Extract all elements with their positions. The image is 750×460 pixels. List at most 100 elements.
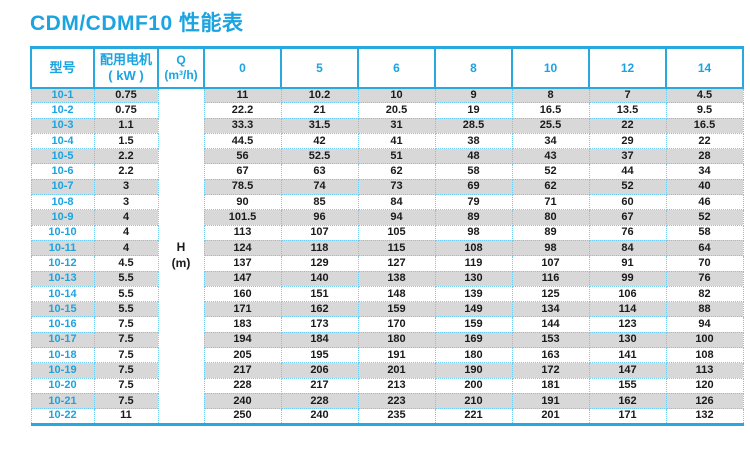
col-header-flow-5: 5 bbox=[280, 47, 359, 89]
motor-kw-cell: 1.1 bbox=[93, 117, 159, 134]
head-value-cell: 46 bbox=[665, 194, 744, 211]
motor-kw-cell: 7.5 bbox=[93, 347, 159, 364]
head-value-cell: 28 bbox=[665, 148, 744, 165]
head-value-cell: 228 bbox=[203, 377, 282, 394]
table-row: 10-6 2.2 67 63 62 58 52 44 34 bbox=[30, 163, 744, 180]
head-value-cell: 42 bbox=[280, 132, 359, 150]
head-value-cell: 159 bbox=[434, 316, 513, 333]
head-value-cell: 34 bbox=[511, 132, 590, 150]
table-row: 10-15 5.5 171 162 159 149 134 114 88 bbox=[30, 301, 744, 318]
model-cell: 10-2 bbox=[30, 102, 95, 119]
flow-label-line2: (m³/h) bbox=[164, 67, 198, 82]
head-value-cell: 79 bbox=[434, 194, 513, 211]
head-value-cell: 37 bbox=[588, 148, 667, 165]
head-value-cell: 191 bbox=[357, 347, 436, 364]
head-value-cell: 89 bbox=[511, 224, 590, 241]
head-value-cell: 82 bbox=[665, 285, 744, 303]
head-value-cell: 52 bbox=[511, 163, 590, 180]
head-value-cell: 147 bbox=[203, 270, 282, 287]
head-value-cell: 184 bbox=[280, 331, 359, 349]
table-row: 10-22 11 250 240 235 221 201 171 132 bbox=[30, 408, 744, 425]
head-value-cell: 8 bbox=[511, 86, 590, 104]
head-value-cell: 94 bbox=[665, 316, 744, 333]
col-header-motor: 配用电机 ( kW ) bbox=[93, 47, 159, 89]
head-value-cell: 108 bbox=[434, 239, 513, 257]
head-value-cell: 140 bbox=[280, 270, 359, 287]
head-value-cell: 210 bbox=[434, 392, 513, 410]
head-value-cell: 107 bbox=[280, 224, 359, 241]
head-value-cell: 172 bbox=[511, 362, 590, 379]
head-value-cell: 200 bbox=[434, 377, 513, 394]
head-value-cell: 130 bbox=[588, 331, 667, 349]
table-body: 10-1 0.75 H (m) 11 10.2 10 9 8 7 4.5 10-2 0.75 22.2 21… bbox=[30, 86, 744, 425]
col-header-flow-6: 6 bbox=[357, 47, 436, 89]
head-value-cell: 88 bbox=[665, 301, 744, 318]
motor-kw-cell: 7.5 bbox=[93, 362, 159, 379]
motor-kw-cell: 5.5 bbox=[93, 301, 159, 318]
head-value-cell: 124 bbox=[203, 239, 282, 257]
head-value-cell: 149 bbox=[434, 301, 513, 318]
head-value-cell: 89 bbox=[434, 209, 513, 226]
head-value-cell: 183 bbox=[203, 316, 282, 333]
col-header-flow-10: 10 bbox=[511, 47, 590, 89]
col-header-model: 型号 bbox=[30, 47, 95, 89]
head-value-cell: 11 bbox=[203, 86, 282, 104]
motor-kw-cell: 0.75 bbox=[93, 86, 159, 104]
head-value-cell: 173 bbox=[280, 316, 359, 333]
flow-label-line1: Q bbox=[176, 53, 186, 68]
head-value-cell: 78.5 bbox=[203, 178, 282, 196]
head-value-cell: 73 bbox=[357, 178, 436, 196]
head-value-cell: 141 bbox=[588, 347, 667, 364]
motor-kw-cell: 4 bbox=[93, 239, 159, 257]
head-value-cell: 132 bbox=[665, 408, 744, 425]
model-cell: 10-12 bbox=[30, 255, 95, 272]
head-value-cell: 126 bbox=[665, 392, 744, 410]
head-value-cell: 38 bbox=[434, 132, 513, 150]
head-value-cell: 163 bbox=[511, 347, 590, 364]
head-value-cell: 217 bbox=[280, 377, 359, 394]
head-unit-cell: H (m) bbox=[157, 87, 205, 425]
motor-kw-cell: 1.5 bbox=[93, 132, 159, 150]
model-cell: 10-14 bbox=[30, 285, 95, 303]
head-value-cell: 67 bbox=[588, 209, 667, 226]
head-value-cell: 118 bbox=[280, 239, 359, 257]
head-value-cell: 60 bbox=[588, 194, 667, 211]
header-row: 型号 配用电机 ( kW ) Q (m³/h) 0 5 6 8 10 12 14 bbox=[30, 47, 744, 89]
head-value-cell: 240 bbox=[280, 408, 359, 425]
head-value-cell: 34 bbox=[665, 163, 744, 180]
motor-kw-cell: 7.5 bbox=[93, 316, 159, 333]
table-row: 10-1 0.75 H (m) 11 10.2 10 9 8 7 4.5 bbox=[30, 86, 744, 425]
head-value-cell: 19 bbox=[434, 102, 513, 119]
head-value-cell: 62 bbox=[511, 178, 590, 196]
head-value-cell: 181 bbox=[511, 377, 590, 394]
col-header-flow-12: 12 bbox=[588, 47, 667, 89]
table-row: 10-11 4 124 118 115 108 98 84 64 bbox=[30, 239, 744, 257]
motor-kw-cell: 0.75 bbox=[93, 102, 159, 119]
table-row: 10-8 3 90 85 84 79 71 60 46 bbox=[30, 194, 744, 211]
head-value-cell: 58 bbox=[434, 163, 513, 180]
head-value-cell: 201 bbox=[357, 362, 436, 379]
head-value-cell: 21 bbox=[280, 102, 359, 119]
head-value-cell: 94 bbox=[357, 209, 436, 226]
head-value-cell: 180 bbox=[357, 331, 436, 349]
model-cell: 10-5 bbox=[30, 148, 95, 165]
motor-kw-cell: 3 bbox=[93, 194, 159, 211]
head-value-cell: 80 bbox=[511, 209, 590, 226]
head-value-cell: 71 bbox=[511, 194, 590, 211]
head-value-cell: 119 bbox=[434, 255, 513, 272]
head-value-cell: 33.3 bbox=[203, 117, 282, 134]
head-value-cell: 85 bbox=[280, 194, 359, 211]
head-value-cell: 43 bbox=[511, 148, 590, 165]
table-row: 10-18 7.5 205 195 191 180 163 141 108 bbox=[30, 347, 744, 364]
model-cell: 10-9 bbox=[30, 209, 95, 226]
head-value-cell: 116 bbox=[511, 270, 590, 287]
model-cell: 10-10 bbox=[30, 224, 95, 241]
page-title: CDM/CDMF10 性能表 bbox=[30, 12, 244, 35]
head-value-cell: 90 bbox=[203, 194, 282, 211]
head-value-cell: 153 bbox=[511, 331, 590, 349]
motor-kw-cell: 4 bbox=[93, 224, 159, 241]
head-value-cell: 162 bbox=[280, 301, 359, 318]
head-unit-line1: H bbox=[176, 239, 186, 254]
head-value-cell: 151 bbox=[280, 285, 359, 303]
head-value-cell: 171 bbox=[203, 301, 282, 318]
